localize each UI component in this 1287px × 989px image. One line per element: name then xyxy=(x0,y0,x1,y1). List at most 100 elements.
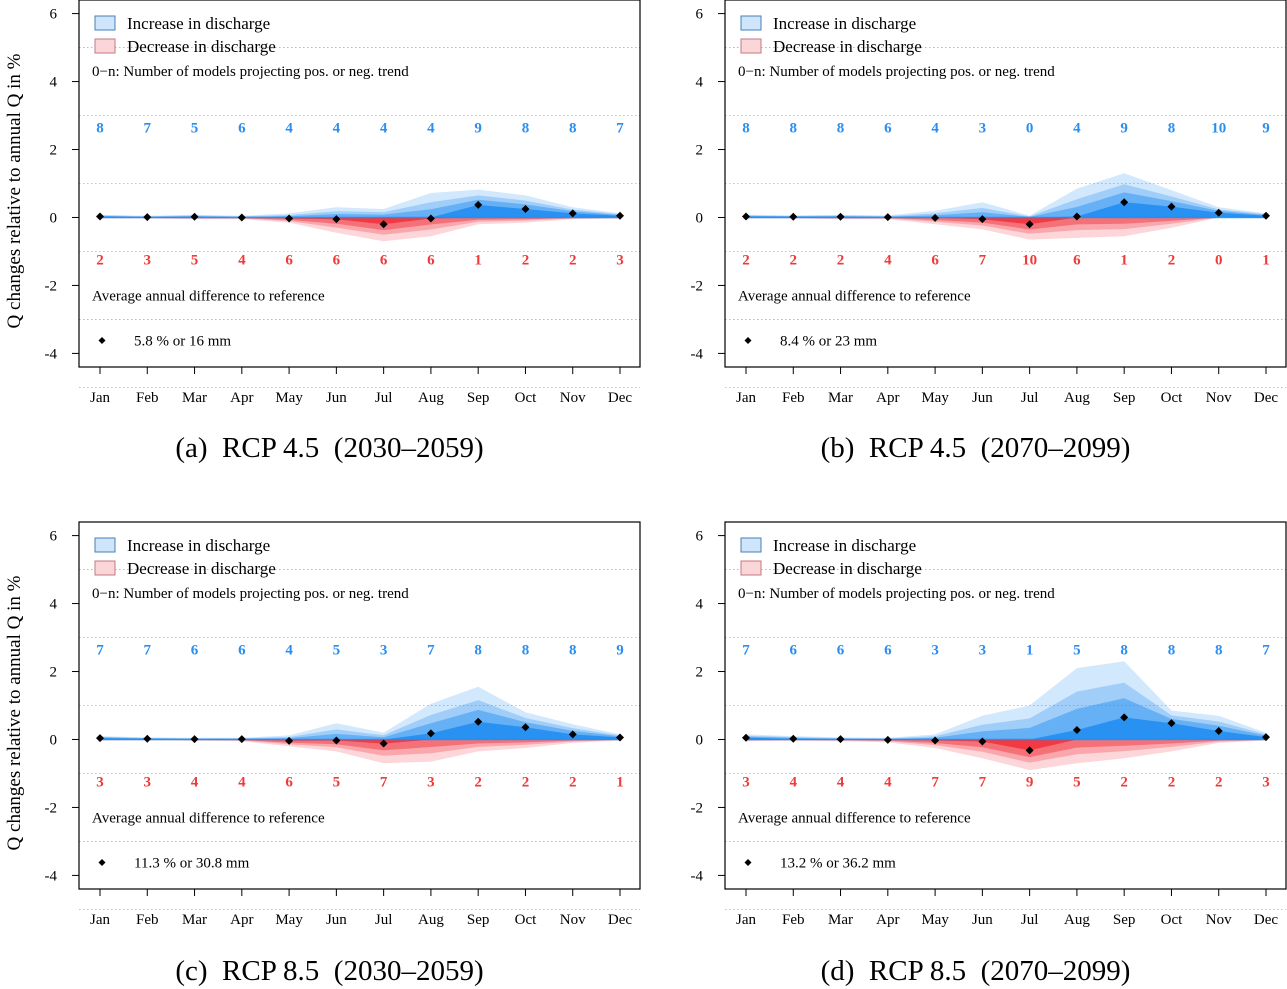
decrease-band-core xyxy=(100,739,620,744)
average-annual-label: Average annual difference to reference xyxy=(92,811,325,827)
x-tick-label: Apr xyxy=(876,912,899,928)
negative-count-label: 4 xyxy=(191,774,199,790)
decrease-band-core xyxy=(746,217,1266,225)
y-tick-label: 4 xyxy=(696,75,704,91)
negative-count-label: 7 xyxy=(979,774,987,790)
x-tick-label: Aug xyxy=(1064,912,1090,928)
y-tick-label: 4 xyxy=(696,597,704,613)
x-tick-label: Sep xyxy=(467,912,490,928)
y-tick-label: -4 xyxy=(45,868,58,884)
y-axis-label-top: Q changes relative to annual Q in % xyxy=(4,53,25,328)
negative-count-label: 3 xyxy=(96,774,104,790)
average-marker-symbol xyxy=(744,336,752,344)
positive-count-label: 6 xyxy=(238,643,246,659)
mean-marker xyxy=(616,211,624,220)
x-tick-label: May xyxy=(921,912,949,928)
decrease-band-layer-1 xyxy=(746,217,1266,240)
chart-panel-b: -4 -2 0 2 4 6 Jan Feb Mar Apr May Jun Jul Aug Sep Oct No… xyxy=(691,0,1287,464)
panel-caption: (b) RCP 4.5 (2070–2099) xyxy=(821,432,1131,464)
positive-count-label: 9 xyxy=(616,643,624,659)
increase-band-core xyxy=(100,204,620,218)
average-marker-symbol xyxy=(744,858,752,866)
negative-count-label: 2 xyxy=(522,252,530,268)
mean-marker xyxy=(1072,725,1081,734)
panel-caption: (c) RCP 8.5 (2030–2059) xyxy=(175,955,483,987)
decrease-band-layer-3 xyxy=(746,217,1266,230)
positive-count-label: 3 xyxy=(979,121,987,137)
negative-count-label: 4 xyxy=(790,774,798,790)
legend-swatch-increase xyxy=(94,15,116,31)
positive-count-label: 5 xyxy=(191,121,199,137)
x-tick-label: Aug xyxy=(418,912,444,928)
x-tick-label: Jan xyxy=(90,390,110,406)
y-tick-label: 4 xyxy=(50,597,58,613)
negative-count-label: 2 xyxy=(1168,252,1176,268)
mean-marker xyxy=(190,735,199,744)
mean-marker xyxy=(332,215,341,224)
positive-count-label: 4 xyxy=(931,121,939,137)
x-tick-label: Jun xyxy=(326,390,347,406)
x-tick-label: Dec xyxy=(608,912,632,928)
negative-count-label: 3 xyxy=(427,774,435,790)
x-tick-label: Jul xyxy=(375,912,393,928)
mean-marker xyxy=(1214,208,1223,217)
x-tick-label: Jan xyxy=(736,912,756,928)
mean-marker xyxy=(190,212,199,221)
negative-count-label: 4 xyxy=(884,252,892,268)
positive-count-label: 8 xyxy=(522,643,530,659)
y-tick-label: 2 xyxy=(696,665,704,681)
negative-count-label: 4 xyxy=(238,252,246,268)
positive-count-label: 7 xyxy=(1262,643,1270,659)
average-annual-value: 5.8 % or 16 mm xyxy=(134,333,231,349)
positive-count-label: 7 xyxy=(144,121,152,137)
x-tick-label: Jun xyxy=(326,912,347,928)
x-tick-label: Nov xyxy=(560,912,586,928)
average-marker-symbol xyxy=(98,336,106,344)
positive-count-label: 8 xyxy=(1168,121,1176,137)
x-tick-label: Dec xyxy=(608,390,632,406)
x-tick-label: May xyxy=(275,390,303,406)
mean-marker xyxy=(742,212,750,221)
legend-label-increase: Increase in discharge xyxy=(773,536,916,555)
negative-count-label: 2 xyxy=(1120,774,1128,790)
y-tick-label: 2 xyxy=(50,665,58,681)
y-tick-label: 0 xyxy=(50,732,58,748)
negative-count-label: 2 xyxy=(522,774,530,790)
panel-caption: (d) RCP 8.5 (2070–2099) xyxy=(821,955,1131,987)
x-tick-label: Jan xyxy=(736,390,756,406)
mean-marker xyxy=(426,214,435,223)
average-annual-value: 11.3 % or 30.8 mm xyxy=(134,855,250,871)
increase-band-core xyxy=(746,202,1266,218)
x-tick-label: May xyxy=(921,390,949,406)
negative-count-label: 6 xyxy=(285,774,293,790)
mean-marker xyxy=(379,220,388,229)
mean-marker xyxy=(474,717,483,726)
average-marker-symbol xyxy=(98,858,106,866)
x-tick-label: Aug xyxy=(418,390,444,406)
positive-count-label: 6 xyxy=(884,121,892,137)
y-tick-label: 2 xyxy=(50,143,58,159)
decrease-band-layer-2 xyxy=(746,739,1266,763)
mean-marker xyxy=(883,735,892,744)
decrease-band-layer-3 xyxy=(100,217,620,231)
positive-count-label: 8 xyxy=(1168,643,1176,659)
y-tick-label: 6 xyxy=(50,7,58,23)
positive-count-label: 4 xyxy=(427,121,435,137)
legend-label-decrease: Decrease in discharge xyxy=(127,559,276,578)
negative-count-label: 2 xyxy=(790,252,798,268)
mean-marker xyxy=(1025,746,1034,755)
positive-count-label: 4 xyxy=(285,121,293,137)
x-tick-label: Nov xyxy=(1206,912,1232,928)
legend-swatch-decrease xyxy=(94,560,116,576)
x-tick-label: Jul xyxy=(1021,912,1039,928)
mean-marker xyxy=(836,212,845,221)
mean-marker xyxy=(474,200,483,209)
negative-count-label: 1 xyxy=(1262,252,1270,268)
negative-count-label: 6 xyxy=(427,252,435,268)
negative-count-label: 6 xyxy=(1073,252,1081,268)
x-tick-label: Sep xyxy=(1113,912,1136,928)
mean-marker xyxy=(883,213,892,222)
mean-marker xyxy=(931,213,940,222)
negative-count-label: 6 xyxy=(380,252,388,268)
positive-count-label: 9 xyxy=(474,121,482,137)
